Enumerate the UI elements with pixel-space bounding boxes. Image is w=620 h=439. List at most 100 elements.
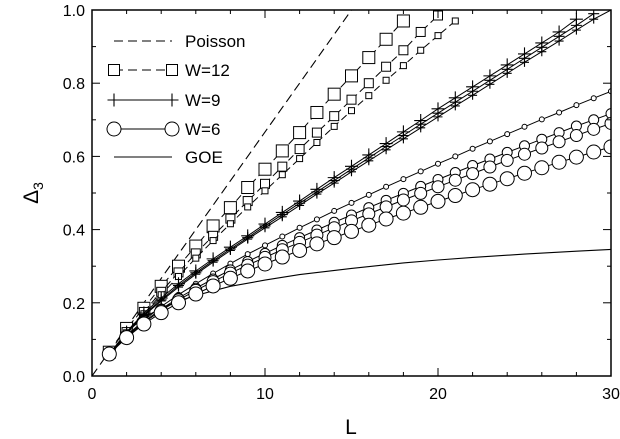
circle-marker [136, 316, 152, 332]
circle-marker [517, 165, 532, 181]
circle-marker [400, 176, 407, 183]
circle-marker [417, 168, 424, 175]
ticks-layer: 0 10 20 30 0.0 0.2 0.4 0.6 0.8 1.0 [63, 3, 620, 403]
circle-marker [521, 123, 528, 130]
plus-marker [589, 14, 599, 24]
x-axis-label: L [345, 416, 357, 439]
circle-marker [365, 191, 372, 198]
square-marker [275, 144, 289, 158]
plus-marker [260, 223, 270, 233]
legend-item-w6: W=6 [106, 120, 220, 139]
poisson-line [92, 10, 352, 376]
circle-marker [504, 131, 511, 138]
circle-marker [414, 186, 428, 200]
x-tick-label: 0 [88, 386, 97, 403]
series-w6-large [101, 139, 611, 362]
plus-marker [364, 156, 374, 166]
square-marker [363, 78, 374, 89]
circle-marker [119, 330, 135, 346]
series-line [108, 15, 439, 355]
square-marker [365, 92, 373, 100]
circle-marker [205, 278, 221, 294]
circle-marker [240, 263, 256, 279]
legend-item-goe: GOE [114, 148, 223, 167]
circle-marker [604, 116, 611, 130]
square-marker [296, 155, 304, 163]
circle-marker [188, 286, 204, 302]
circle-marker [603, 139, 611, 155]
legend-label: W=6 [185, 120, 220, 139]
plus-marker [433, 112, 443, 122]
circle-marker [430, 193, 446, 209]
legend-item-poisson: Poisson [114, 32, 245, 51]
circle-marker [292, 242, 308, 258]
plus-marker [165, 93, 179, 107]
circle-marker [469, 145, 476, 152]
circle-marker [257, 256, 273, 272]
circle-marker [551, 154, 567, 170]
series-w6-medium [102, 116, 611, 361]
plus-marker [485, 79, 495, 89]
square-marker [244, 203, 252, 211]
circle-marker [244, 251, 251, 258]
plus-marker [329, 178, 339, 188]
square-marker [277, 161, 288, 172]
circle-marker [535, 141, 549, 155]
plus-marker [554, 36, 564, 46]
series-layer [92, 10, 611, 376]
square-marker [398, 45, 409, 56]
plus-marker [312, 189, 322, 199]
square-marker [417, 46, 425, 54]
circle-marker [465, 182, 481, 198]
circle-marker [569, 129, 583, 143]
square-marker [294, 144, 305, 155]
circle-marker [309, 236, 325, 252]
circle-marker [413, 199, 429, 215]
plus-marker [416, 123, 426, 133]
square-marker [348, 107, 355, 115]
series-line [108, 18, 577, 355]
plus-marker [347, 167, 356, 177]
square-marker [330, 122, 338, 130]
circle-marker [262, 242, 268, 249]
plus-marker [468, 90, 478, 100]
y-tick-label: 0.4 [63, 223, 85, 240]
circle-marker [482, 176, 498, 192]
square-marker [451, 17, 459, 25]
circle-marker [556, 109, 563, 116]
circle-marker [171, 295, 186, 311]
y-tick-label: 0.6 [63, 149, 85, 166]
legend-label: W=12 [185, 61, 230, 80]
square-marker [382, 76, 390, 84]
square-marker [381, 61, 392, 72]
legend: Poisson W=12 W=9 W=6 GOE [106, 32, 245, 167]
y-tick-label: 0.0 [63, 369, 85, 386]
plus-marker [520, 57, 529, 67]
circle-marker [534, 160, 550, 176]
circle-marker [153, 305, 169, 321]
circle-marker [431, 180, 445, 194]
circle-marker [331, 207, 338, 214]
plus-marker [277, 212, 287, 222]
circle-marker [344, 223, 359, 239]
plus-marker [502, 68, 512, 78]
square-marker [329, 111, 340, 122]
series-w6-small [106, 88, 611, 358]
square-marker [209, 237, 217, 245]
square-marker [345, 69, 358, 83]
circle-marker [222, 270, 238, 286]
circle-marker [447, 188, 463, 204]
y-tick-label: 0.8 [63, 76, 85, 93]
plus-marker [208, 257, 218, 267]
square-marker [327, 87, 341, 101]
circle-marker [361, 217, 377, 233]
circle-marker [452, 153, 459, 160]
y-tick-label: 1.0 [63, 3, 85, 20]
y-axis-label-group: Δ3 [20, 182, 46, 204]
circle-marker [106, 121, 122, 137]
y-axis-label: Δ3 [20, 182, 46, 204]
y-tick-label: 0.2 [63, 296, 85, 313]
x-tick-label: 10 [256, 386, 274, 403]
square-marker [362, 51, 376, 65]
square-marker [166, 64, 178, 76]
